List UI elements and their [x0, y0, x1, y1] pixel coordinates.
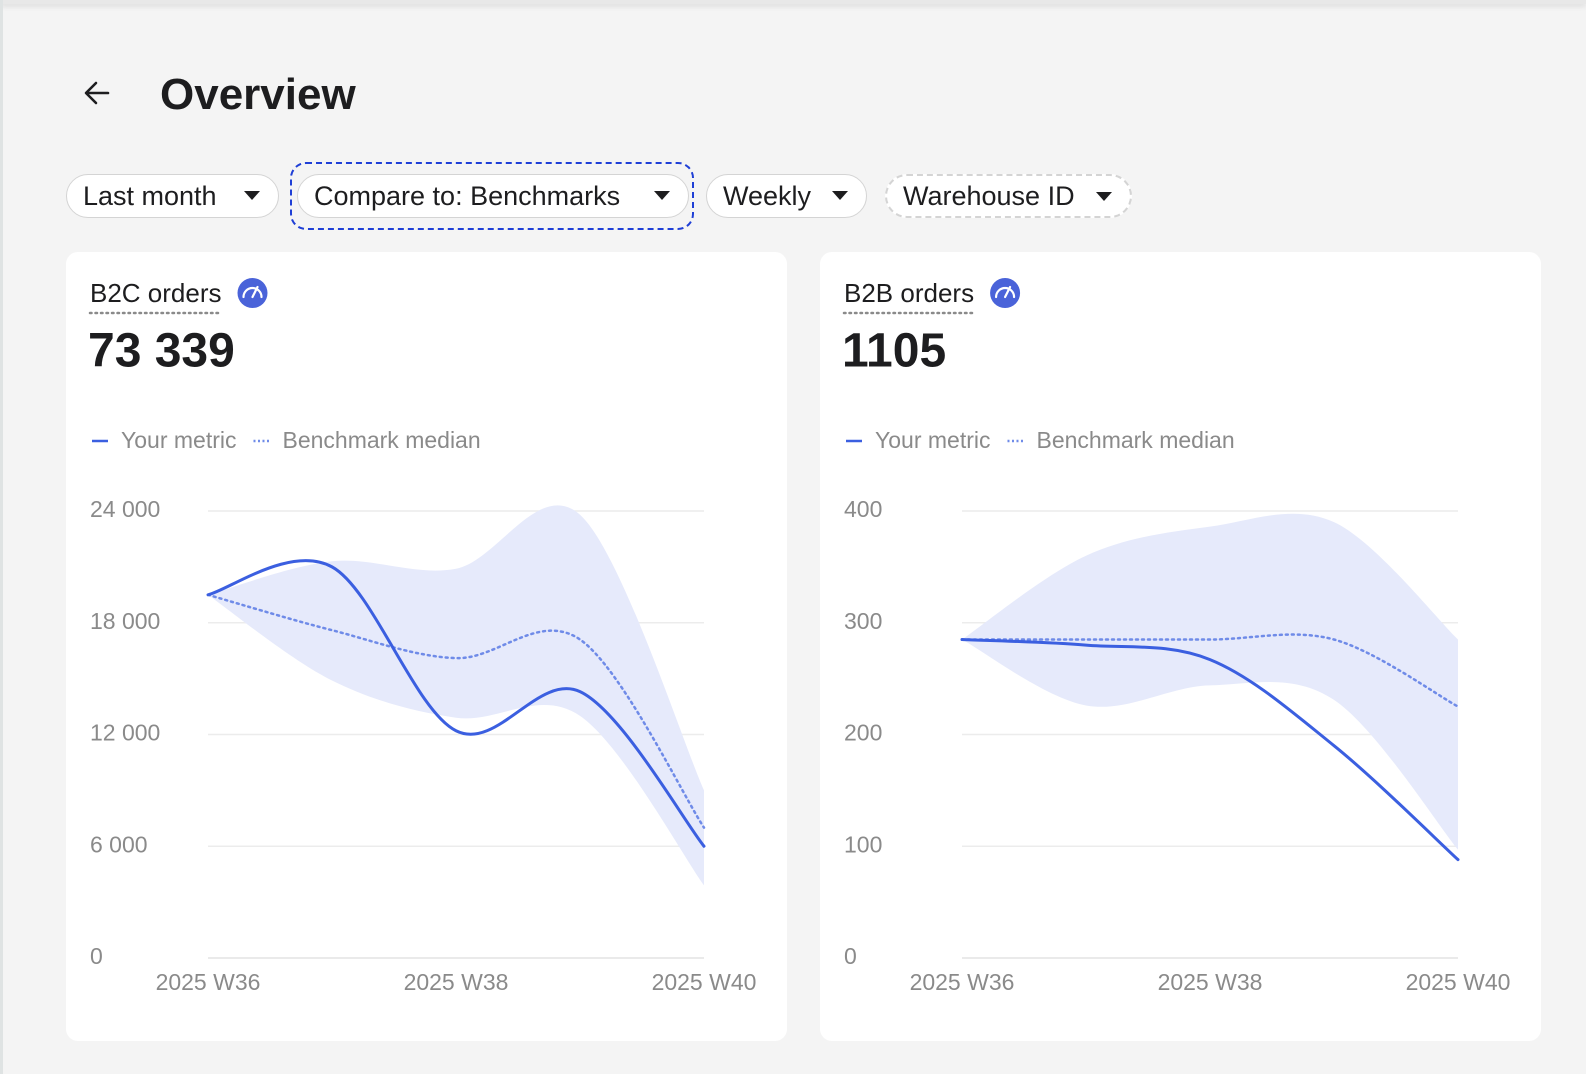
benchmark-line [960, 633, 1460, 708]
card-graphics: B2B orders 1105 Your metric Benchmark media… [842, 278, 1511, 995]
benchmark-icon [990, 278, 1021, 308]
y-tick-label: 6 000 [90, 831, 148, 857]
filter-compare[interactable]: Compare to: Benchmarks [297, 174, 689, 218]
y-tick-label: 24 000 [90, 496, 160, 522]
y-tick-label: 0 [844, 943, 857, 969]
benchmark-band [208, 505, 704, 886]
legend-label: Your metric [121, 427, 236, 453]
legend-label: Your metric [875, 427, 990, 453]
benchmark-icon [237, 278, 268, 308]
y-tick-label: 200 [844, 720, 882, 746]
x-tick-label: 2025 W40 [652, 969, 757, 995]
benchmark-icon-dial [242, 285, 263, 299]
metric-value: 73 339 [88, 325, 235, 378]
back-arrow-icon [84, 81, 110, 105]
legend-label: Benchmark median [1036, 427, 1234, 453]
filter-granularity[interactable]: Weekly [706, 174, 867, 218]
metric-value: 1105 [842, 325, 946, 378]
x-tick-label: 2025 W36 [156, 969, 261, 995]
metric-card: B2C orders 73 339 Your metric Benchmark med… [66, 252, 787, 1041]
x-tick-label: 2025 W36 [910, 969, 1015, 995]
legend-label: Benchmark median [282, 427, 480, 453]
y-tick-label: 400 [844, 496, 882, 522]
x-tick-label: 2025 W40 [1406, 969, 1511, 995]
card-title: B2B orders [844, 278, 974, 308]
x-tick-label: 2025 W38 [404, 969, 509, 995]
y-tick-label: 12 000 [90, 720, 160, 746]
card-title: B2C orders [90, 278, 222, 308]
y-tick-label: 18 000 [90, 608, 160, 634]
y-tick-label: 100 [844, 831, 882, 857]
filter-period[interactable]: Last month [66, 174, 279, 218]
back-button[interactable] [78, 74, 118, 114]
top-bar [0, 0, 1586, 4]
benchmark-line [206, 593, 706, 829]
y-tick-label: 0 [90, 943, 103, 969]
benchmark-icon-dial [994, 285, 1016, 299]
benchmark-band [962, 513, 1458, 850]
page-title: Overview [160, 70, 356, 119]
focus-ring [290, 162, 694, 230]
x-tick-label: 2025 W38 [1158, 969, 1263, 995]
y-tick-label: 300 [844, 608, 882, 634]
left-edge [0, 0, 3, 1074]
filter-warehouse[interactable]: Warehouse ID [885, 174, 1132, 218]
card-graphics: B2C orders 73 339 Your metric Benchmark med… [88, 278, 757, 995]
metric-line [206, 559, 706, 848]
metric-line [960, 638, 1460, 862]
metric-card: B2B orders 1105 Your metric Benchmark media… [820, 252, 1541, 1041]
